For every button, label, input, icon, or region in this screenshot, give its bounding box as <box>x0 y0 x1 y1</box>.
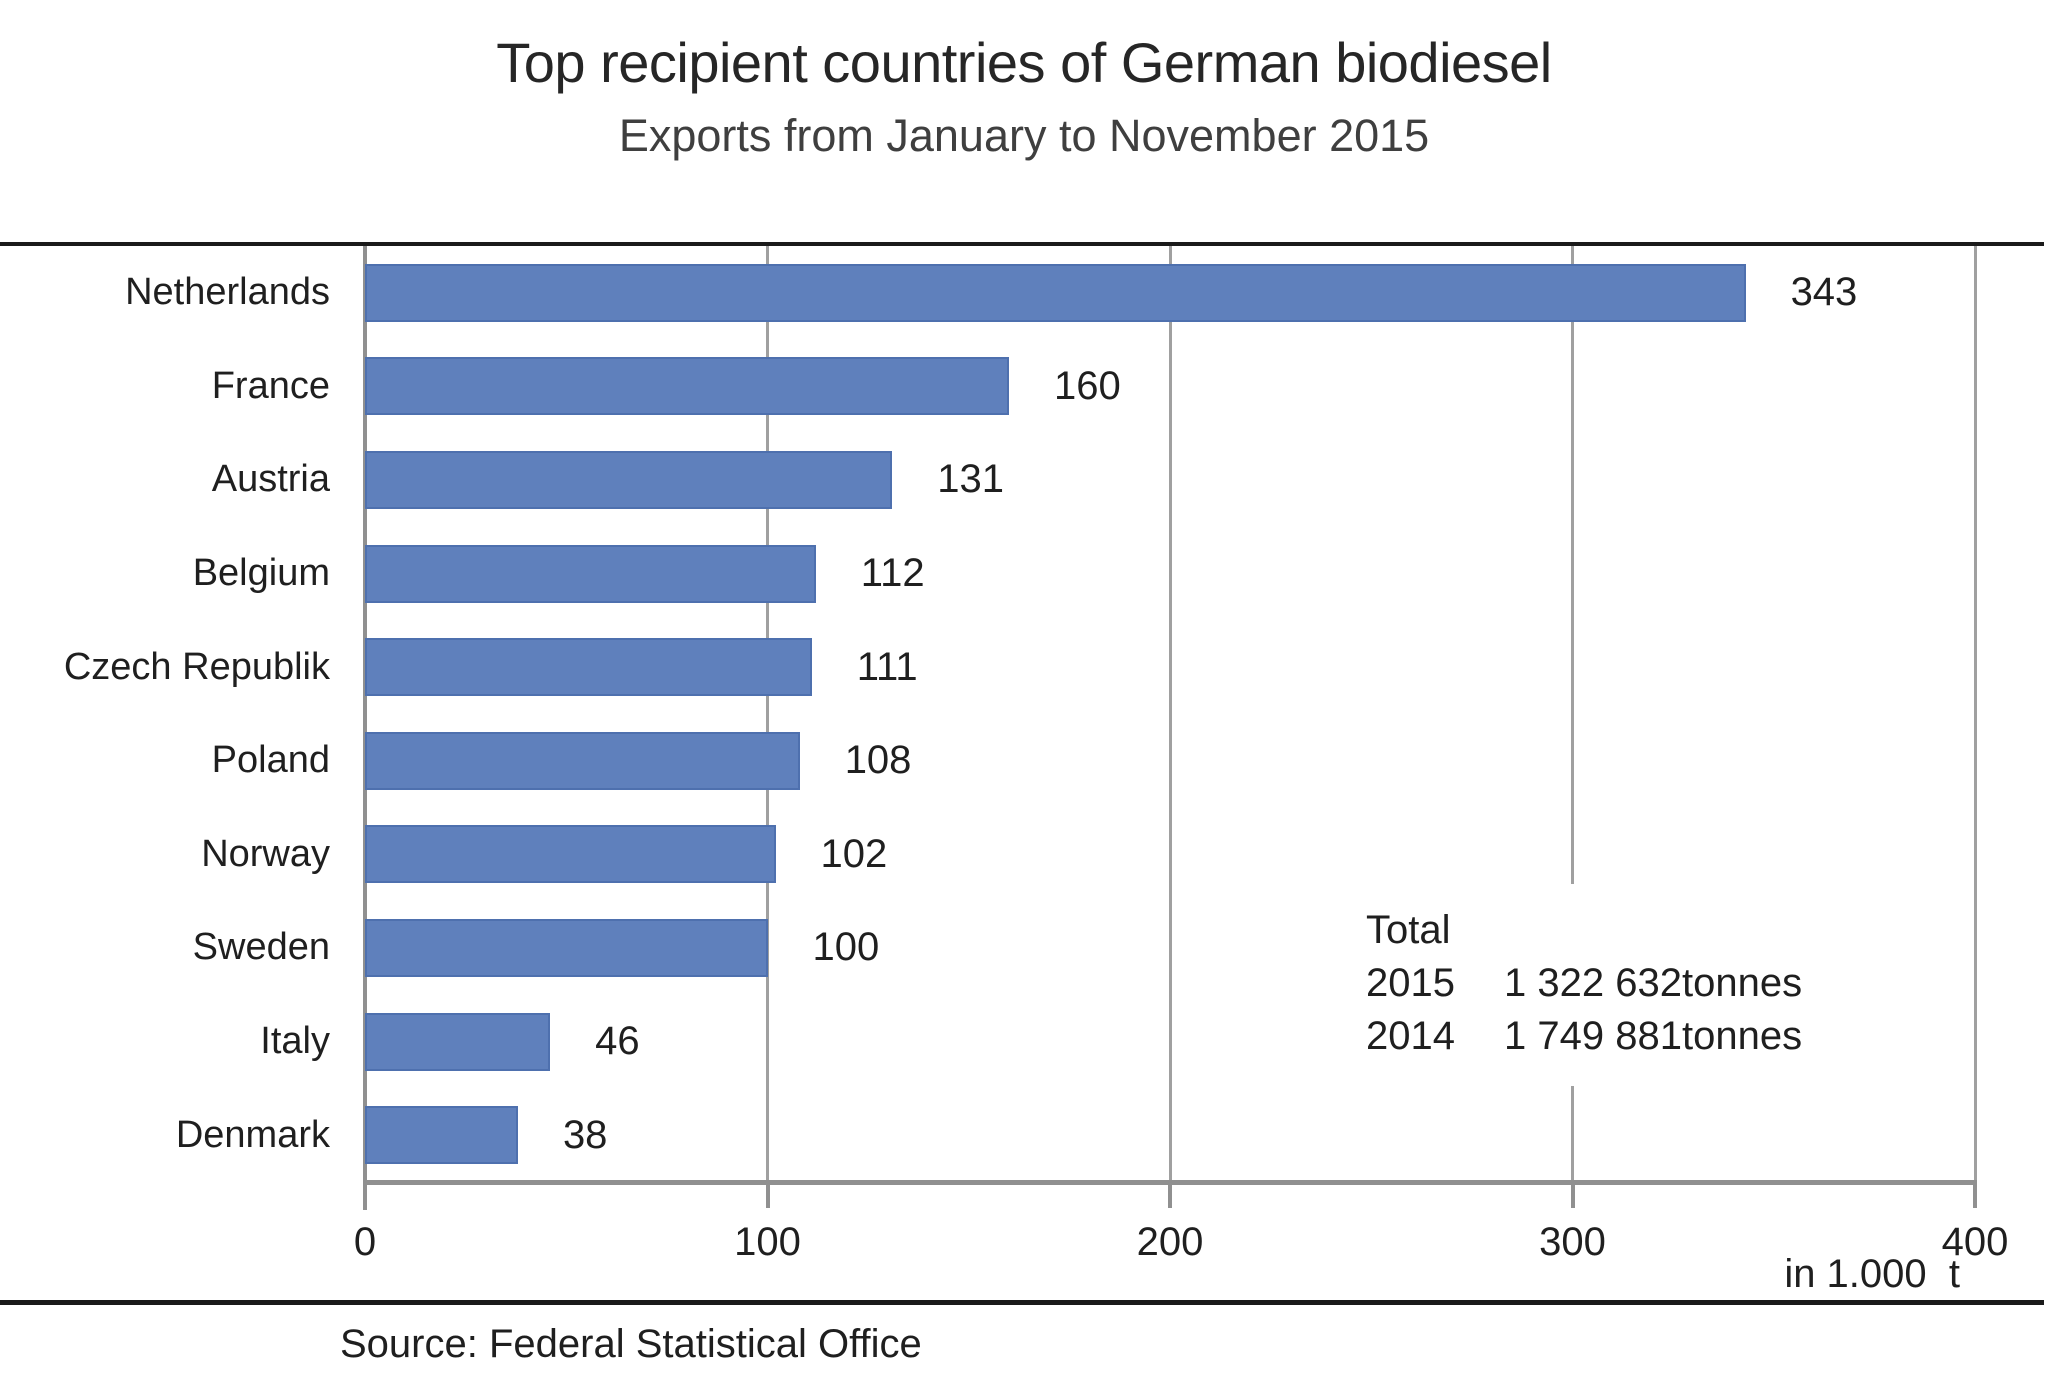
bar-austria <box>365 450 893 509</box>
tick-label-200: 200 <box>1136 1220 1204 1264</box>
value-label-italy: 46 <box>595 1019 640 1064</box>
total-annotation-title: Total <box>1366 904 1962 957</box>
bar-denmark <box>365 1106 518 1165</box>
chart-row-austria: Austria 131 <box>0 433 2048 527</box>
value-label-netherlands: 343 <box>1790 270 1858 315</box>
category-label-sweden: Sweden <box>192 926 330 969</box>
tick-label-300: 300 <box>1539 1220 1606 1264</box>
chart-row-norway: Norway 102 <box>0 808 2048 902</box>
total-value: 1 322 632 <box>1504 961 1682 1005</box>
category-label-belgium: Belgium <box>192 552 330 595</box>
y-axis <box>363 246 367 1210</box>
category-label-france: France <box>211 364 330 407</box>
chart-subtitle: Exports from January to November 2015 <box>618 110 1430 161</box>
category-label-czech-republik: Czech Republik <box>63 645 330 688</box>
bar-poland <box>365 731 800 790</box>
value-label-sweden: 100 <box>812 925 880 970</box>
tick-mark-400 <box>1973 1180 1977 1208</box>
x-axis-unit-label: in 1.000 t <box>1784 1252 1960 1296</box>
tick-mark-0 <box>363 1180 367 1208</box>
bottom-rule <box>0 1300 2044 1305</box>
tick-mark-100 <box>765 1180 770 1208</box>
chart-row-denmark: Denmark 38 <box>0 1088 2048 1182</box>
bar-france <box>365 357 1009 416</box>
total-row-2015: 2015 1 322 632 tonnes <box>1366 957 1962 1010</box>
tick-label-100: 100 <box>734 1220 801 1264</box>
total-value: 1 749 881 <box>1504 1014 1682 1058</box>
top-rule <box>0 242 2044 246</box>
chart-row-sweden: Sweden 100 <box>0 901 2048 995</box>
gridline-400 <box>1973 246 1977 1182</box>
bar-norway <box>365 825 776 884</box>
category-label-norway: Norway <box>201 832 330 875</box>
chart-title: Top recipient countries of German biodie… <box>496 31 1552 94</box>
bar-sweden <box>365 918 768 977</box>
total-row-2014: 2014 1 749 881 tonnes <box>1366 1010 1962 1063</box>
category-label-netherlands: Netherlands <box>125 271 330 314</box>
chart-row-italy: Italy 46 <box>0 995 2048 1089</box>
category-label-poland: Poland <box>211 739 330 782</box>
category-label-austria: Austria <box>211 458 330 501</box>
total-year: 2014 <box>1366 1014 1455 1058</box>
chart-row-poland: Poland 108 <box>0 714 2048 808</box>
bar-netherlands <box>365 263 1746 322</box>
gridline-300 <box>1571 246 1574 1182</box>
value-label-denmark: 38 <box>562 1112 608 1157</box>
gridline-100 <box>766 246 769 1182</box>
total-year: 2015 <box>1366 961 1455 1005</box>
value-label-belgium: 112 <box>860 551 925 596</box>
tick-mark-200 <box>1168 1180 1172 1208</box>
chart-row-france: France 160 <box>0 340 2048 434</box>
total-unit: tonnes <box>1682 961 1803 1005</box>
tick-mark-300 <box>1570 1180 1575 1208</box>
value-label-austria: 131 <box>937 457 1005 502</box>
category-label-italy: Italy <box>260 1020 330 1063</box>
total-annotation: Total 2015 1 322 632 tonnes 2014 1 749 8… <box>1352 884 1962 1086</box>
source-note: Source: Federal Statistical Office <box>340 1322 922 1366</box>
bar-belgium <box>365 544 816 603</box>
value-label-poland: 108 <box>844 738 912 783</box>
bar-czech-republik <box>365 638 812 697</box>
total-label: Total <box>1366 908 1451 952</box>
chart-row-belgium: Belgium 112 <box>0 527 2048 621</box>
gridline-200 <box>1168 246 1172 1182</box>
value-label-france: 160 <box>1054 363 1121 408</box>
chart-row-czech-republik: Czech Republik 111 <box>0 620 2048 714</box>
value-label-norway: 102 <box>820 831 888 876</box>
total-unit: tonnes <box>1682 1014 1803 1058</box>
chart-row-netherlands: Netherlands 343 <box>0 246 2048 340</box>
category-label-denmark: Denmark <box>175 1113 330 1156</box>
tick-label-400: 400 <box>1941 1220 2009 1264</box>
value-label-czech-republik: 111 <box>856 644 918 689</box>
bar-italy <box>365 1012 551 1071</box>
tick-label-0: 0 <box>353 1220 377 1264</box>
